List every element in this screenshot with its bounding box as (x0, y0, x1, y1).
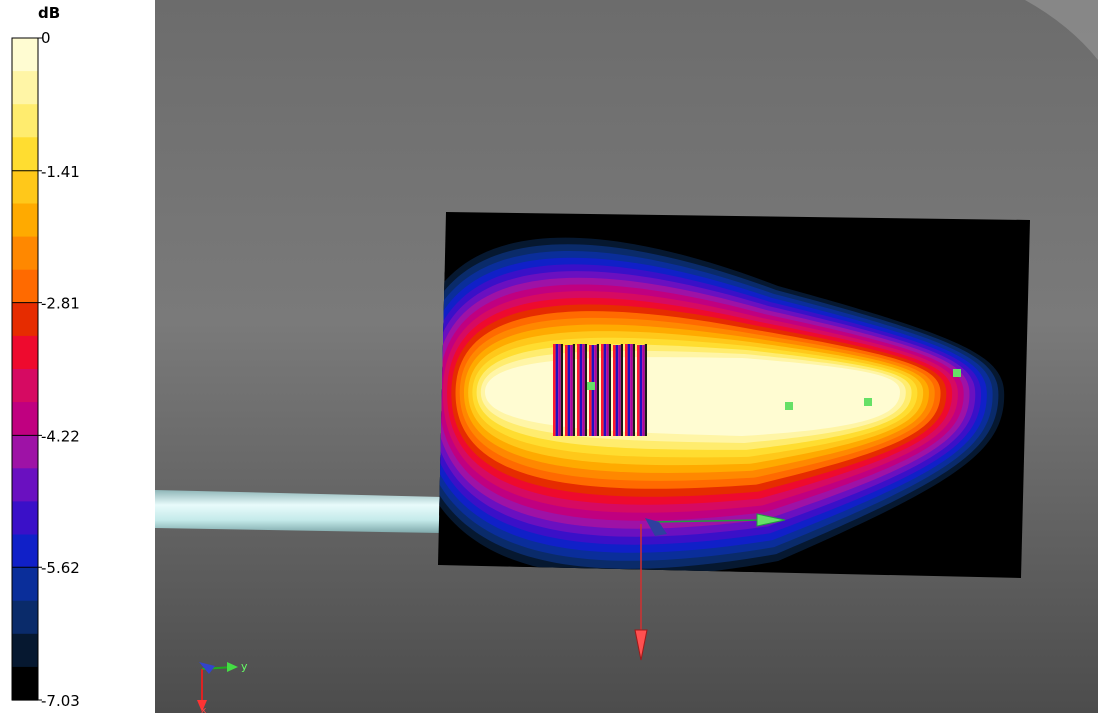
legend-color-band (12, 269, 38, 304)
slot (565, 345, 568, 436)
slot (630, 344, 633, 436)
legend-unit-label: dB (38, 4, 61, 22)
slot (589, 345, 592, 436)
slot (615, 345, 619, 436)
slot (572, 344, 575, 436)
slot (553, 344, 556, 436)
probe-marker[interactable] (953, 369, 961, 377)
legend-color-band (12, 666, 38, 701)
slot (639, 345, 643, 436)
probe-marker[interactable] (864, 398, 872, 406)
legend-color-band (12, 335, 38, 370)
3d-viewport[interactable]: y x (155, 0, 1098, 713)
probe-marker[interactable] (587, 382, 595, 390)
scene-canvas[interactable]: y x (155, 0, 1098, 713)
legend-color-band (12, 435, 38, 469)
legend-tick-label: -2.81 (41, 295, 80, 313)
slot (632, 344, 635, 436)
slot (613, 345, 616, 436)
legend-tick-label: -4.22 (41, 427, 80, 445)
slot (579, 344, 583, 436)
slot (627, 344, 631, 436)
legend-tick-label: -1.41 (41, 163, 80, 181)
slot (603, 344, 607, 436)
legend-color-band (12, 137, 38, 171)
slot (637, 345, 640, 436)
slot (606, 344, 609, 436)
slot (570, 345, 573, 436)
slot (591, 345, 595, 436)
background-curved-surface (1025, 0, 1098, 60)
slot (608, 344, 611, 436)
global-axes-triad: y x (197, 660, 248, 713)
slot (620, 344, 623, 436)
color-legend: dB 0 -1.41 -2.81 -4.22 -5.62 -7.03 (0, 0, 150, 713)
legend-color-band (12, 468, 38, 502)
legend-color-band (12, 38, 38, 72)
legend-tick-label: -5.62 (41, 559, 80, 577)
legend-color-band (12, 567, 38, 602)
y-axis-label: y (241, 660, 248, 673)
slot (601, 344, 604, 436)
slot (618, 345, 621, 436)
legend-color-band (12, 203, 38, 238)
legend-color-band (12, 501, 38, 536)
contour-band (485, 357, 900, 436)
legend-color-band (12, 600, 38, 635)
slot (644, 344, 647, 436)
probe-markers (587, 369, 961, 410)
slot (594, 345, 597, 436)
slot (577, 344, 580, 436)
legend-tick-label: -7.03 (41, 692, 80, 710)
local-axes-triad (634, 513, 786, 661)
slot (567, 345, 571, 436)
legend-color-band (12, 534, 38, 569)
slot (558, 344, 561, 436)
legend-color-band (12, 633, 38, 668)
slot-array (553, 344, 647, 436)
slot (555, 344, 559, 436)
x-axis-label: x (201, 706, 207, 713)
legend-color-band (12, 402, 38, 436)
probe-marker[interactable] (785, 402, 793, 410)
slot (596, 344, 599, 436)
legend-color-band (12, 236, 38, 271)
legend-color-band (12, 71, 38, 105)
slot (560, 344, 563, 436)
legend-tick-label: 0 (41, 29, 51, 47)
legend-colorbar: 0 -1.41 -2.81 -4.22 -5.62 -7.03 (11, 29, 80, 710)
slot (625, 344, 628, 436)
legend-color-band (12, 170, 38, 205)
slot (582, 344, 585, 436)
legend-color-band (12, 104, 38, 138)
waveguide-port (155, 490, 443, 533)
legend-color-band (12, 302, 38, 337)
slot (642, 345, 645, 436)
legend-color-band (12, 369, 38, 403)
slot (584, 344, 587, 436)
